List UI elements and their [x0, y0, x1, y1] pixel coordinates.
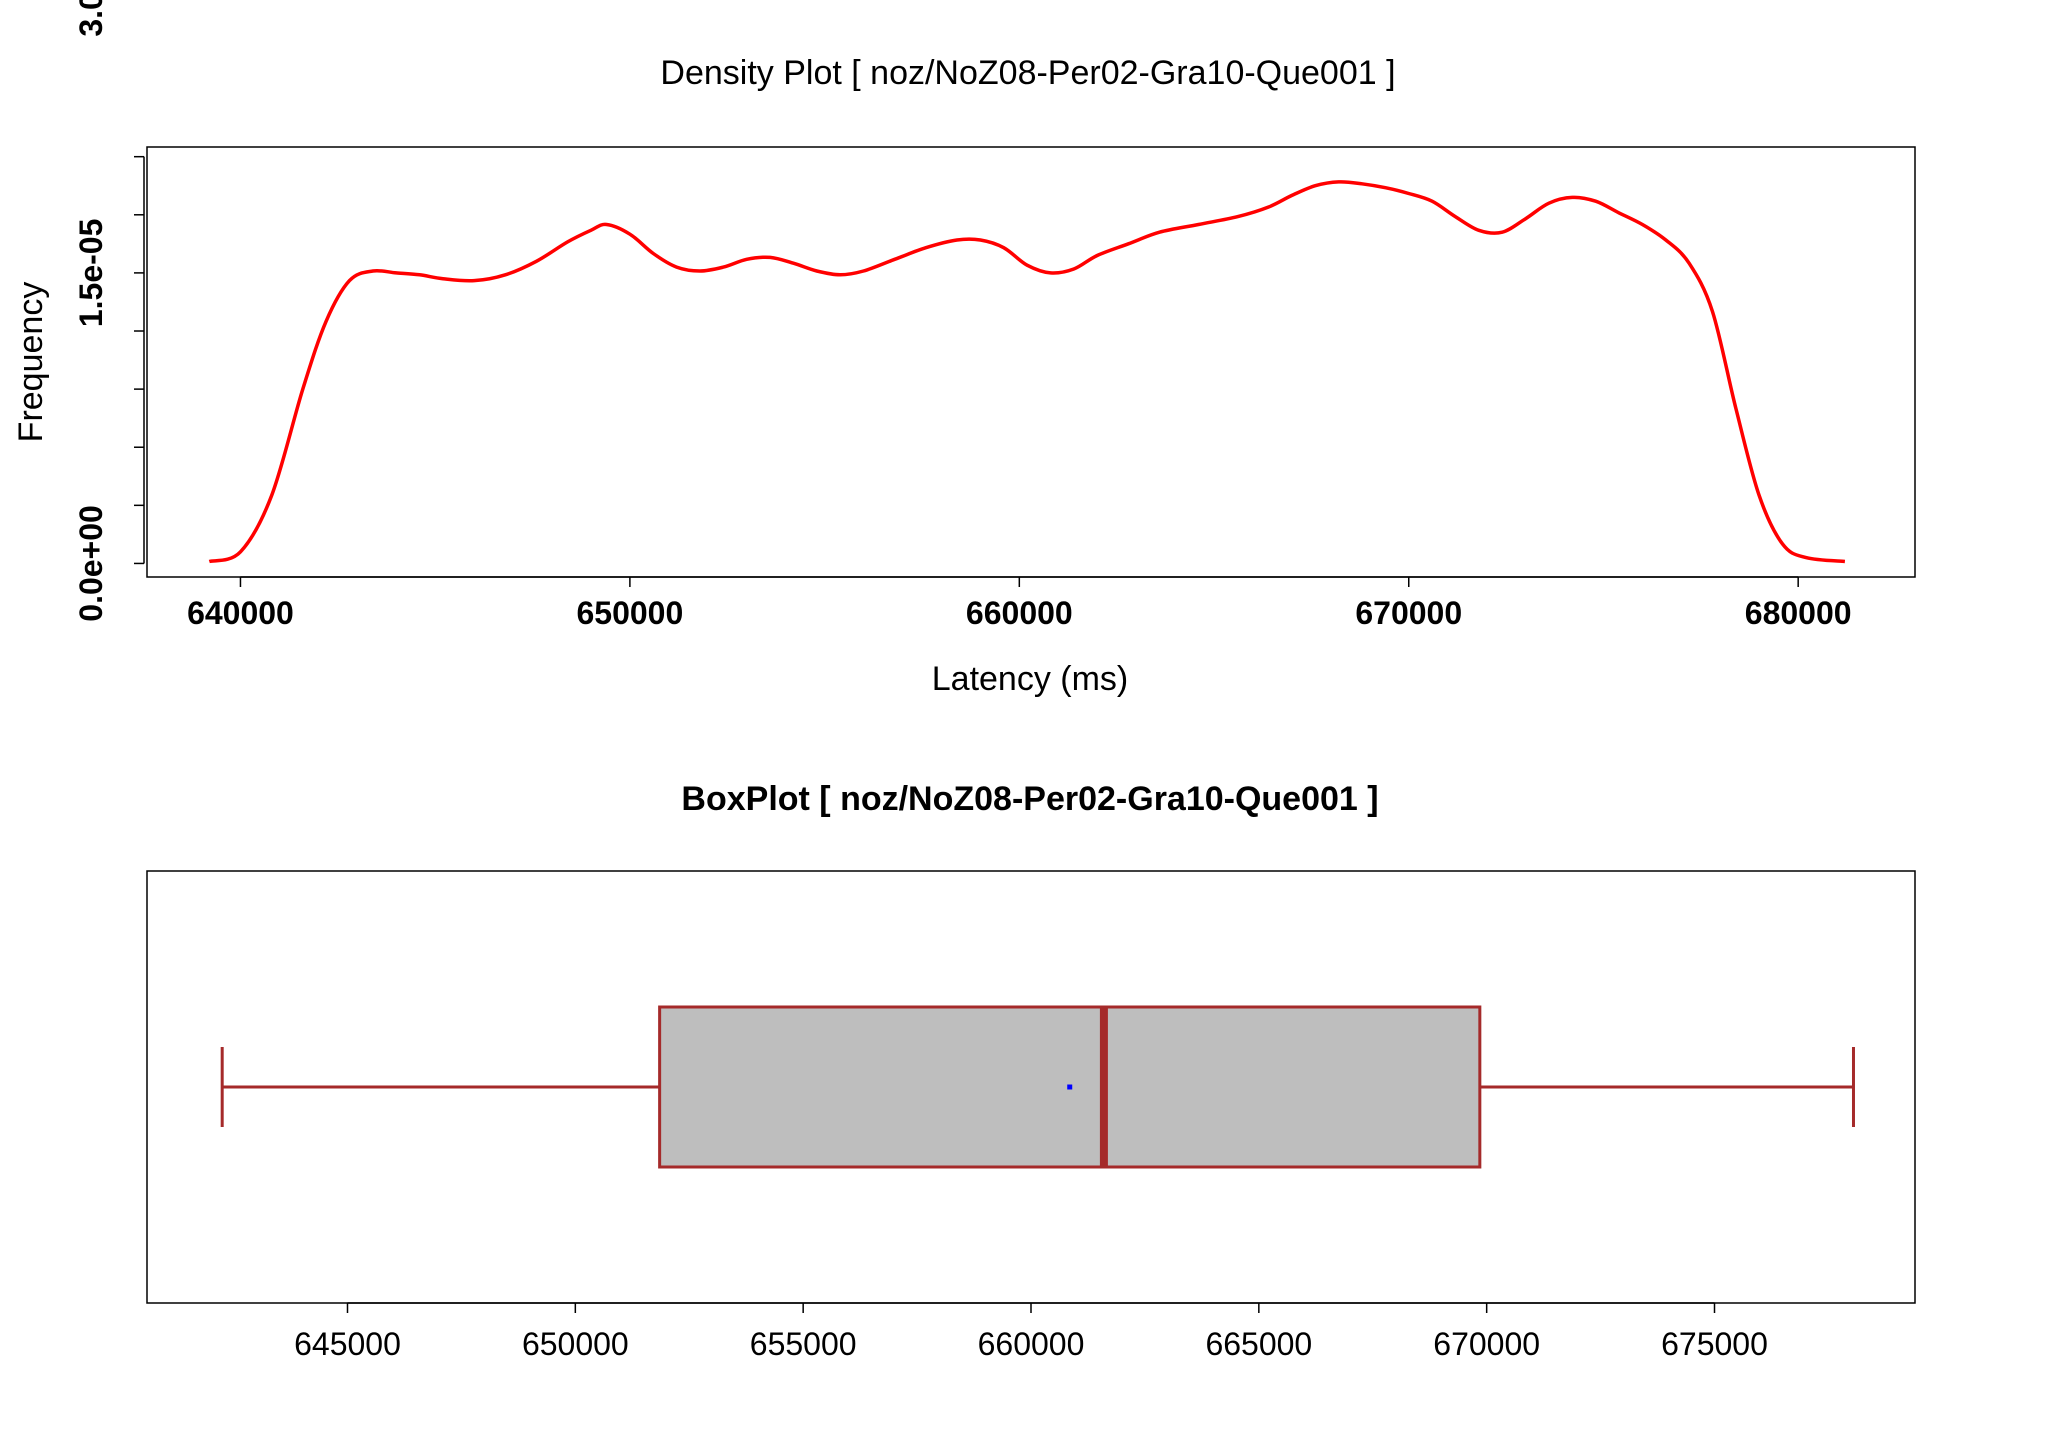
boxplot-mean-point	[1067, 1084, 1073, 1090]
boxplot-x-axis: 645000 650000 655000 660000 665000 670000 6750…	[294, 1302, 1768, 1362]
density-curve	[208, 180, 1846, 564]
density-plot: Density Plot [ noz/NoZ08-Per02-Gra10-Que…	[12, 0, 1916, 698]
boxplot-x-tick-label: 645000	[294, 1326, 401, 1362]
boxplot-x-tick-label: 660000	[978, 1326, 1085, 1362]
density-x-tick-label: 650000	[576, 595, 683, 631]
box-plot: BoxPlot [ noz/NoZ08-Per02-Gra10-Que001 ]…	[146, 780, 1916, 1362]
density-y-axis-label: Frequency	[12, 282, 50, 443]
density-x-tick-label: 670000	[1355, 595, 1462, 631]
boxplot-x-tick-label: 670000	[1433, 1326, 1540, 1362]
density-y-axis: 0.0e+00 1.5e-05 3.0e-05	[73, 0, 145, 622]
boxplot-x-tick-label: 650000	[522, 1326, 629, 1362]
boxplot-marks	[220, 1005, 1855, 1169]
density-y-tick-label: 3.0e-05	[73, 0, 109, 37]
density-y-tick-label: 0.0e+00	[73, 505, 109, 622]
boxplot-x-tick-label: 665000	[1205, 1326, 1312, 1362]
density-title: Density Plot [ noz/NoZ08-Per02-Gra10-Que…	[660, 54, 1395, 92]
boxplot-title: BoxPlot [ noz/NoZ08-Per02-Gra10-Que001 ]	[681, 780, 1378, 818]
density-y-tick-label: 1.5e-05	[73, 219, 109, 328]
boxplot-x-tick-label: 655000	[750, 1326, 857, 1362]
density-x-tick-label: 640000	[187, 595, 294, 631]
density-x-tick-label: 680000	[1745, 595, 1852, 631]
density-x-axis: 640000 650000 660000 670000 680000	[187, 576, 1852, 631]
boxplot-x-tick-label: 675000	[1661, 1326, 1768, 1362]
density-x-tick-label: 660000	[966, 595, 1073, 631]
density-x-axis-label: Latency (ms)	[932, 660, 1129, 698]
density-plot-frame	[146, 146, 1916, 578]
